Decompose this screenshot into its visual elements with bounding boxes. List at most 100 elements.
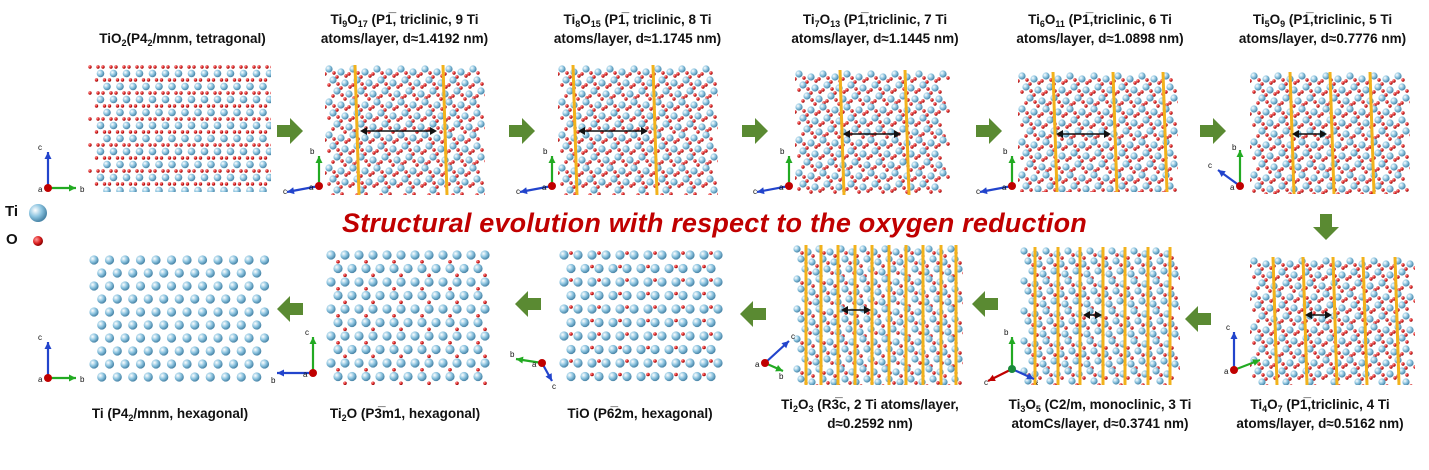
ti-atom <box>1171 330 1179 338</box>
ti-atom <box>674 123 682 131</box>
o-atom <box>1264 93 1268 97</box>
o-atom <box>936 351 940 355</box>
o-atom <box>858 98 862 102</box>
o-atom <box>664 141 668 145</box>
o-atom <box>1313 100 1317 104</box>
ti-atom <box>643 358 653 368</box>
o-atom <box>833 190 837 194</box>
ti-atom <box>1314 119 1322 127</box>
o-atom <box>676 138 680 142</box>
ti-atom <box>874 258 882 266</box>
ti-atom <box>228 307 239 317</box>
ti-atom <box>1112 347 1120 355</box>
d-spacing-arrowhead <box>641 127 648 135</box>
ti-atom <box>244 255 254 265</box>
ti-atom <box>614 153 622 161</box>
ti-atom <box>401 142 409 150</box>
o-atom <box>1092 189 1096 192</box>
o-atom <box>618 291 622 296</box>
ti-atom <box>246 108 254 117</box>
o-atom <box>865 110 869 114</box>
o-atom <box>641 148 645 152</box>
o-atom <box>102 182 107 186</box>
o-atom <box>601 140 605 144</box>
ti-atom <box>469 98 477 106</box>
o-atom <box>159 78 164 82</box>
o-atom <box>174 117 178 121</box>
o-atom <box>881 157 885 161</box>
ti-atom <box>236 372 246 382</box>
o-atom <box>206 104 211 108</box>
o-atom <box>412 192 416 195</box>
ti-atom <box>341 112 349 120</box>
o-atom <box>205 169 209 173</box>
ti-atom <box>826 278 834 286</box>
o-atom <box>636 193 640 195</box>
o-atom <box>830 361 834 365</box>
o-atom <box>403 193 407 195</box>
structure-ti3o5 <box>1020 247 1180 385</box>
o-atom <box>605 85 609 89</box>
o-atom <box>237 182 242 186</box>
o-atom <box>628 138 632 142</box>
ti-atom <box>1126 174 1134 182</box>
o-atom <box>1320 145 1324 149</box>
ti-atom <box>1035 290 1043 298</box>
axis-arrowhead <box>1026 372 1034 380</box>
ti-atom <box>409 101 417 109</box>
ti-atom <box>666 167 674 175</box>
o-atom <box>1018 112 1020 116</box>
o-atom <box>371 171 375 175</box>
o-atom <box>185 104 190 108</box>
o-atom <box>680 116 684 120</box>
ti-atom <box>1374 334 1382 342</box>
o-atom <box>674 264 678 269</box>
o-atom <box>1105 100 1109 104</box>
ti-atom <box>559 331 569 341</box>
o-atom <box>1157 147 1161 151</box>
o-atom <box>1153 100 1157 104</box>
ti-atom <box>587 277 597 287</box>
o-atom <box>1348 90 1352 94</box>
ti-atom <box>1150 108 1158 116</box>
o-atom <box>830 301 834 305</box>
o-atom <box>480 115 484 119</box>
axis-label: a <box>1230 183 1235 192</box>
o-atom <box>1285 373 1289 377</box>
ti-atom <box>1046 116 1054 124</box>
ti-atom <box>875 92 883 100</box>
ti-atom <box>558 98 566 106</box>
ti-atom <box>618 167 626 175</box>
ti-atom <box>459 290 469 301</box>
ti-atom <box>855 73 863 81</box>
o-atom <box>857 91 861 95</box>
ti-atom <box>340 250 350 260</box>
o-atom <box>146 156 151 160</box>
ti-atom <box>650 371 660 382</box>
o-atom <box>1060 316 1064 320</box>
ti-atom <box>1254 116 1262 124</box>
o-atom <box>1308 267 1312 271</box>
ti-atom <box>606 98 614 106</box>
ti-atom <box>615 250 625 260</box>
ti-atom <box>89 255 99 265</box>
o-atom <box>947 324 951 328</box>
o-atom <box>192 117 196 121</box>
ti-atom <box>881 245 889 253</box>
ti-atom <box>413 112 421 120</box>
o-atom <box>325 171 327 175</box>
o-atom <box>270 117 271 121</box>
ti-atom <box>793 275 801 283</box>
o-atom <box>435 86 439 90</box>
ti-atom <box>1262 359 1270 367</box>
o-atom <box>1152 266 1156 270</box>
o-atom <box>412 126 416 130</box>
o-atom <box>107 78 112 82</box>
o-atom <box>1260 115 1264 119</box>
o-atom <box>1305 263 1309 267</box>
o-atom <box>219 130 224 134</box>
o-atom <box>877 284 881 288</box>
ti-atom <box>174 69 183 78</box>
o-atom <box>1312 377 1316 381</box>
